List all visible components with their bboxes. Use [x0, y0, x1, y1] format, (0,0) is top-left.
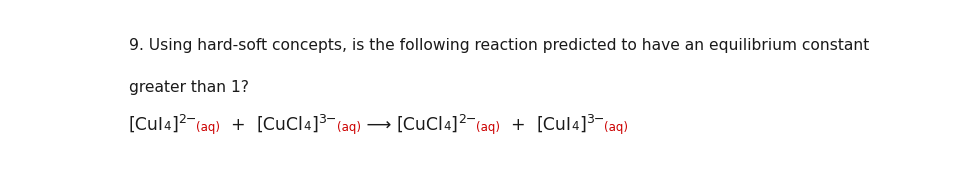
Text: [CuCl: [CuCl — [256, 116, 303, 134]
Text: [CuCl: [CuCl — [396, 116, 443, 134]
Text: (aq): (aq) — [196, 121, 220, 134]
Text: 3−: 3− — [586, 113, 605, 127]
Text: (aq): (aq) — [337, 121, 361, 134]
Text: greater than 1?: greater than 1? — [128, 80, 254, 95]
Text: 9. Using hard-soft concepts, is the following reaction predicted to have an equi: 9. Using hard-soft concepts, is the foll… — [128, 38, 869, 53]
Text: [CuI: [CuI — [537, 116, 571, 134]
Text: +: + — [500, 116, 537, 134]
Text: 3−: 3− — [318, 113, 337, 127]
Text: 4: 4 — [303, 120, 311, 133]
Text: ]: ] — [171, 116, 178, 134]
Text: ]: ] — [451, 116, 457, 134]
Text: (aq): (aq) — [476, 121, 500, 134]
Text: (aq): (aq) — [605, 121, 629, 134]
Text: 4: 4 — [571, 120, 579, 133]
Text: 4: 4 — [164, 120, 171, 133]
Text: +: + — [220, 116, 256, 134]
Text: 2−: 2− — [178, 113, 196, 127]
Text: 2−: 2− — [457, 113, 476, 127]
Text: ⟶: ⟶ — [361, 116, 396, 134]
Text: ]: ] — [311, 116, 318, 134]
Text: 4: 4 — [443, 120, 451, 133]
Text: [CuI: [CuI — [128, 116, 164, 134]
Text: ]: ] — [579, 116, 586, 134]
